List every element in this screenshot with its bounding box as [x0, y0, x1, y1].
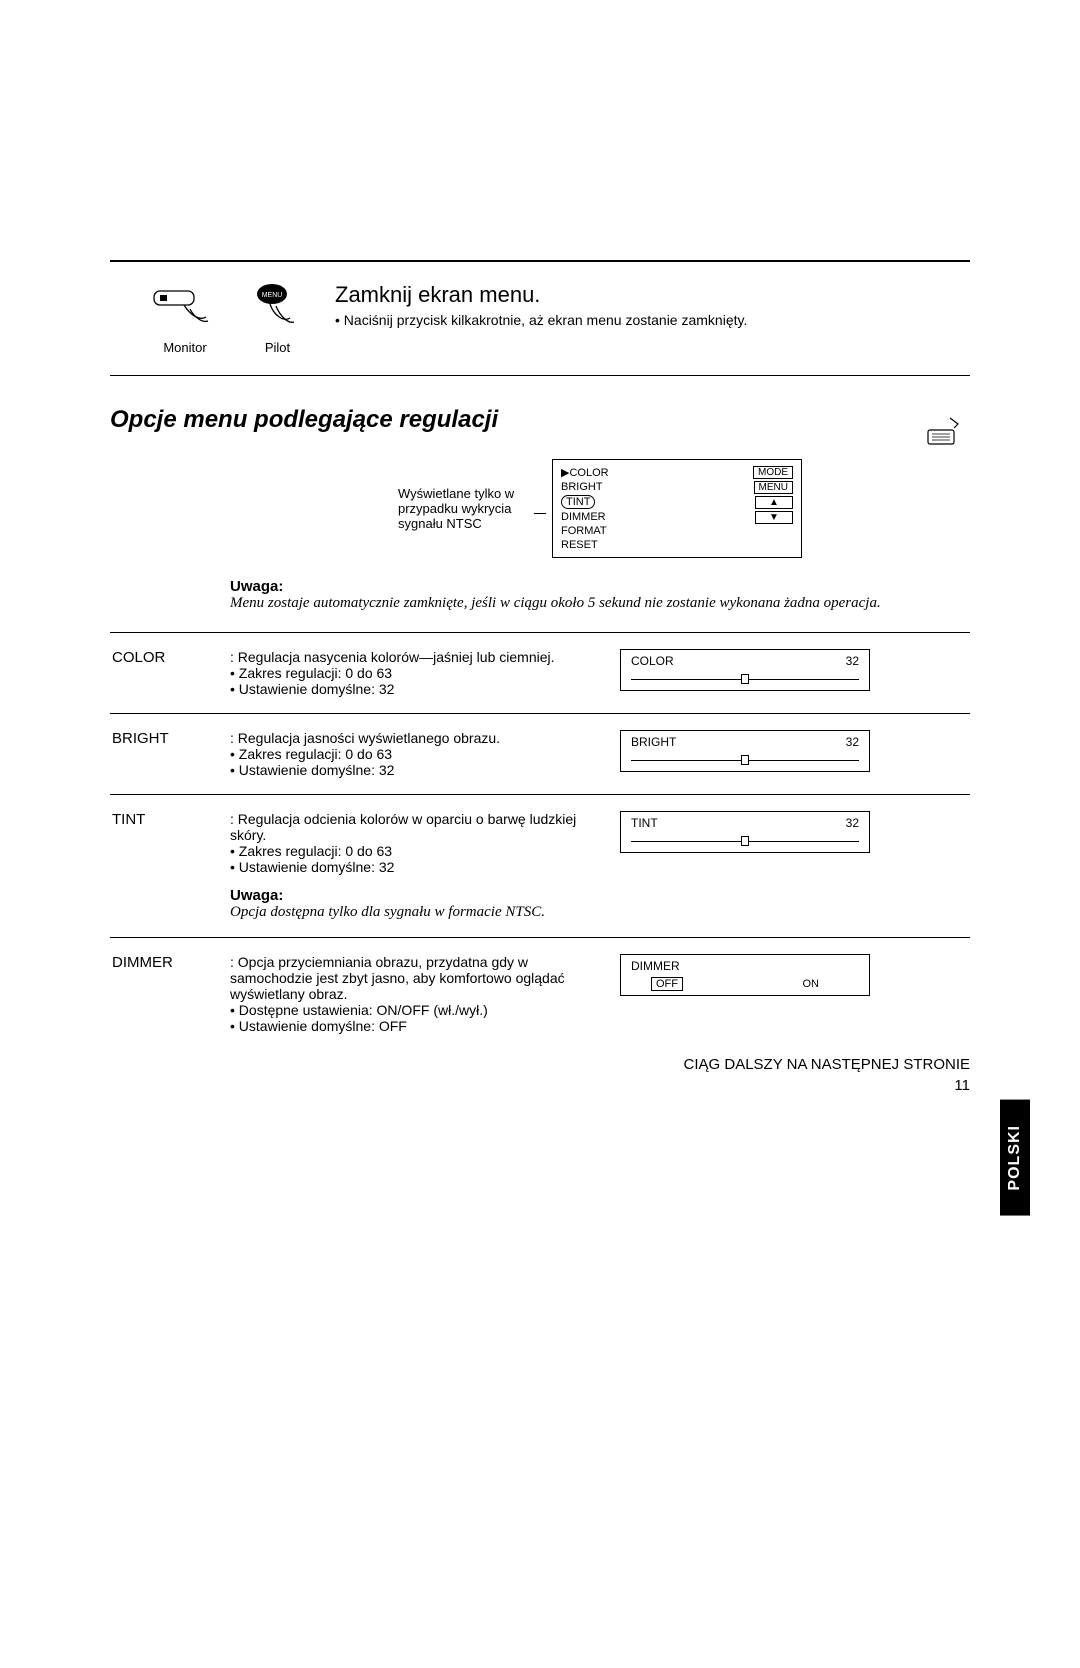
close-menu-step: Monitor MENU Pilot Zamknij ekran menu. •… — [110, 262, 970, 375]
ntsc-label: Wyświetlane tylko w przypadku wykrycia s… — [398, 486, 528, 531]
note-block: Uwaga: Menu zostaje automatycznie zamkni… — [230, 578, 970, 612]
connector-line — [534, 513, 546, 514]
option-desc-main: : Opcja przyciemniania obrazu, przydatna… — [230, 954, 600, 1002]
option-sub-note: Uwaga:Opcja dostępna tylko dla sygnału w… — [230, 887, 600, 921]
slider-thumb — [741, 755, 749, 765]
menu-item: BRIGHT — [561, 481, 609, 493]
option-sub-note-label: Uwaga: — [230, 887, 600, 904]
option-name: TINT — [110, 811, 210, 921]
menu-screen-box: ▶COLOR BRIGHT TINT DIMMER FORMAT RESET M… — [552, 459, 802, 558]
option-bullet: • Ustawienie domyślne: OFF — [230, 1018, 600, 1034]
option-vis: TINT 32 — [620, 811, 870, 853]
svg-text:MENU: MENU — [262, 292, 283, 299]
option-vis: COLOR 32 — [620, 649, 870, 691]
option-row: DIMMER : Opcja przyciemniania obrazu, prz… — [110, 937, 970, 1050]
menu-items-right: MODE MENU ▲ ▼ — [753, 466, 793, 551]
option-desc-main: : Regulacja nasycenia kolorów—jaśniej lu… — [230, 649, 600, 665]
footer-continued: CIĄG DALSZY NA NASTĘPNEJ STRONIE — [110, 1056, 970, 1073]
menu-item: FORMAT — [561, 525, 609, 537]
toggle-off: OFF — [651, 977, 683, 991]
options-list: COLOR : Regulacja nasycenia kolorów—jaśni… — [110, 632, 970, 1050]
option-bullet: • Ustawienie domyślne: 32 — [230, 859, 600, 875]
option-vis: BRIGHT 32 — [620, 730, 870, 772]
note-text: Menu zostaje automatycznie zamknięte, je… — [230, 595, 970, 612]
language-tab: POLSKI — [1000, 1100, 1030, 1216]
menu-item-tint: TINT — [561, 495, 595, 509]
pilot-remote: MENU Pilot — [250, 282, 305, 355]
menu-btn: ▼ — [755, 511, 793, 524]
menu-btn: ▲ — [755, 496, 793, 509]
vis-label: TINT — [631, 816, 658, 852]
option-bullet: • Zakres regulacji: 0 do 63 — [230, 746, 600, 762]
option-desc: : Regulacja odcienia kolorów w oparciu o… — [230, 811, 600, 921]
option-row: COLOR : Regulacja nasycenia kolorów—jaśni… — [110, 632, 970, 713]
vis-value: 32 — [846, 735, 859, 771]
option-desc: : Regulacja nasycenia kolorów—jaśniej lu… — [230, 649, 600, 697]
option-bullet: • Zakres regulacji: 0 do 63 — [230, 843, 600, 859]
menu-item: RESET — [561, 539, 609, 551]
option-bullet: • Ustawienie domyślne: 32 — [230, 762, 600, 778]
slider-thumb — [741, 836, 749, 846]
corner-remote-icon — [920, 410, 960, 450]
page-number: 11 — [110, 1077, 970, 1094]
rule-mid — [110, 375, 970, 376]
toggle-on: ON — [803, 978, 820, 990]
option-name: COLOR — [110, 649, 210, 697]
vis-value: 32 — [846, 816, 859, 852]
option-desc: : Opcja przyciemniania obrazu, przydatna… — [230, 954, 600, 1034]
section-title: Opcje menu podlegające regulacji — [110, 406, 970, 434]
menu-btn: MODE — [753, 466, 793, 479]
slider-thumb — [741, 674, 749, 684]
option-desc-main: : Regulacja jasności wyświetlanego obraz… — [230, 730, 600, 746]
menu-btn: MENU — [754, 481, 793, 494]
option-bullet: • Zakres regulacji: 0 do 63 — [230, 665, 600, 681]
menu-item: ▶COLOR — [561, 466, 609, 479]
option-bullet: • Ustawienie domyślne: 32 — [230, 681, 600, 697]
vis-label: BRIGHT — [631, 735, 676, 771]
menu-diagram: Wyświetlane tylko w przypadku wykrycia s… — [230, 459, 970, 558]
close-menu-title: Zamknij ekran menu. — [335, 282, 970, 308]
menu-items-left: ▶COLOR BRIGHT TINT DIMMER FORMAT RESET — [561, 466, 609, 551]
pilot-label: Pilot — [250, 340, 305, 355]
option-desc: : Regulacja jasności wyświetlanego obraz… — [230, 730, 600, 778]
menu-item: DIMMER — [561, 511, 609, 523]
option-row: TINT : Regulacja odcienia kolorów w oparc… — [110, 794, 970, 937]
option-sub-note-text: Opcja dostępna tylko dla sygnału w forma… — [230, 904, 600, 921]
vis-value: 32 — [846, 654, 859, 690]
note-label: Uwaga: — [230, 578, 970, 595]
monitor-remote: Monitor — [150, 287, 220, 355]
vis-label: COLOR — [631, 654, 674, 690]
monitor-label: Monitor — [150, 340, 220, 355]
option-bullet: • Dostępne ustawienia: ON/OFF (wł./wył.) — [230, 1002, 600, 1018]
option-row: BRIGHT : Regulacja jasności wyświetlanego… — [110, 713, 970, 794]
close-menu-line: • Naciśnij przycisk kilkakrotnie, aż ekr… — [335, 312, 970, 328]
option-desc-main: : Regulacja odcienia kolorów w oparciu o… — [230, 811, 600, 843]
option-vis: DIMMEROFFON — [620, 954, 870, 996]
option-name: DIMMER — [110, 954, 210, 1034]
option-name: BRIGHT — [110, 730, 210, 778]
